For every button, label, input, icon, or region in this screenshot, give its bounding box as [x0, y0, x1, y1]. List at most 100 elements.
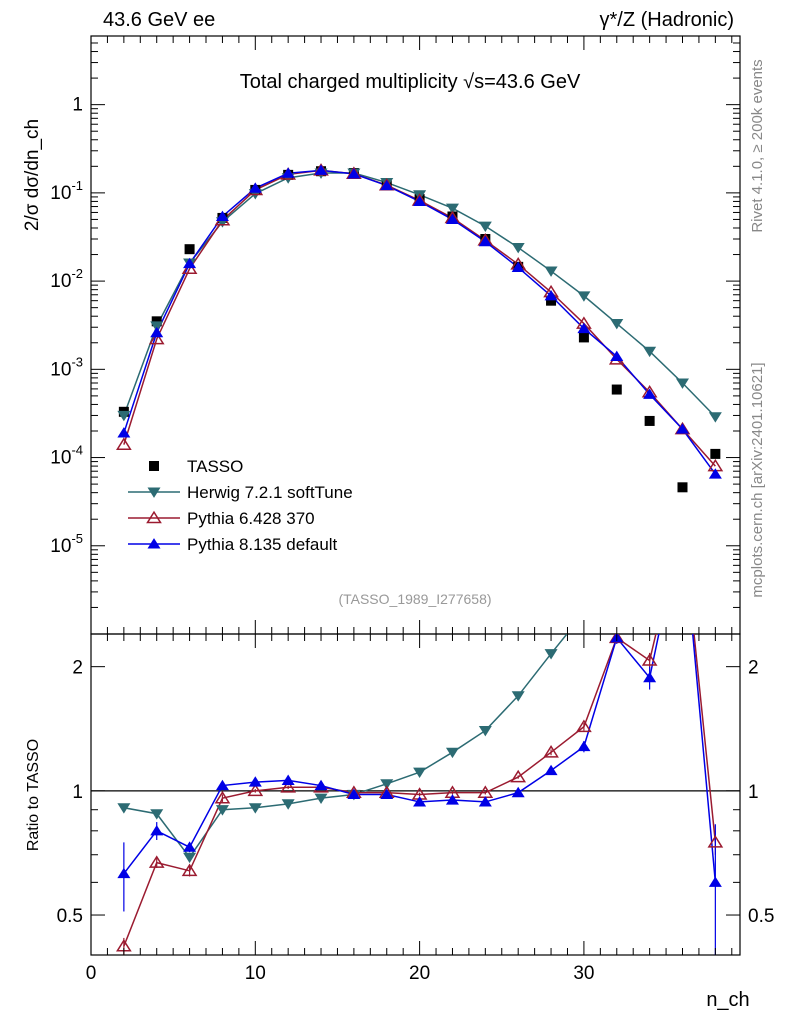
- pythia-6-428-370-ratio-point: [148, 855, 165, 868]
- legend-tasso-label: TASSO: [187, 457, 243, 476]
- ratio-y-tick-label: 0.5: [57, 906, 83, 927]
- pythia-8-135-default-point: [544, 290, 558, 301]
- ratio-y-tick-label: 1: [72, 782, 83, 803]
- pythia-8-135-default-point: [281, 167, 295, 178]
- legend-herwig-7-2-1-softtune-label: Herwig 7.2.1 softTune: [187, 483, 353, 502]
- pythia-8-135-default-ratio-point: [577, 740, 591, 752]
- plot-title: Total charged multiplicity √s=43.6 GeV: [240, 71, 581, 93]
- herwig-7-2-1-softtune-point: [544, 266, 558, 277]
- pythia-8-135-default-point: [248, 182, 262, 193]
- pythia-8-135-default-point: [380, 179, 394, 191]
- pythia-8-135-default-ratio-point: [248, 776, 262, 787]
- herwig-7-2-1-softtune-point: [150, 321, 164, 332]
- tasso-point: [611, 384, 622, 395]
- pythia-6-428-370-ratio-line: [123, 634, 717, 947]
- pythia-6-428-370-point: [116, 437, 132, 450]
- main-y-tick-label: 10-4: [50, 443, 83, 469]
- pythia-8-135-default-ratio-point: [314, 779, 328, 791]
- herwig-7-2-1-softtune-ratio-point: [544, 649, 558, 660]
- main-y-tick-label: 10-5: [50, 531, 83, 557]
- pythia-6-428-370-ratio-point: [214, 790, 231, 804]
- main-y-tick-label: 10-2: [50, 266, 83, 292]
- pythia-6-428-370-ratio-point: [707, 835, 724, 848]
- pythia-6-428-370-ratio-point: [510, 769, 527, 783]
- herwig-7-2-1-softtune-point: [511, 243, 525, 254]
- tasso-point: [184, 244, 195, 255]
- herwig-7-2-1-softtune-point: [478, 221, 492, 232]
- main-y-axis-label: 2/σ dσ/dn_ch: [22, 119, 43, 231]
- herwig-7-2-1-softtune-ratio-point: [380, 779, 394, 790]
- pythia-8-135-default-ratio-point: [150, 824, 164, 836]
- pythia-8-135-default-point: [117, 427, 131, 438]
- x-tick-label: 30: [573, 963, 594, 984]
- pythia-8-135-default-point: [347, 168, 361, 179]
- tasso-point: [578, 332, 589, 343]
- ratio-y-tick-label-right: 0.5: [748, 906, 774, 927]
- herwig-7-2-1-softtune-line: [123, 172, 716, 418]
- axes-frames: [90, 35, 741, 956]
- legend-pythia-8-135-default-label: Pythia 8.135 default: [187, 535, 338, 554]
- herwig-7-2-1-softtune-ratio-point: [511, 691, 525, 702]
- pythia-8-135-default-point: [445, 213, 459, 224]
- herwig-7-2-1-softtune-ratio-point: [117, 803, 131, 814]
- pythia-8-135-default-point: [675, 423, 689, 434]
- herwig-7-2-1-softtune-ratio-point: [314, 793, 328, 805]
- pythia-6-428-370-ratio-point: [247, 783, 264, 797]
- main-y-tick-label: 10-3: [50, 354, 83, 380]
- herwig-7-2-1-softtune-ratio-point: [281, 799, 295, 810]
- pythia-8-135-default-ratio-point: [413, 796, 427, 807]
- pythia-8-135-default-ratio-point: [215, 779, 229, 791]
- pythia-6-428-370-ratio-point: [576, 719, 592, 733]
- herwig-7-2-1-softtune-point: [445, 203, 459, 215]
- herwig-7-2-1-softtune-point: [577, 291, 591, 302]
- legend: TASSO Herwig 7.2.1 softTune Pythia 6.428 3…: [128, 457, 353, 554]
- pythia-8-135-default-ratio-point: [380, 788, 394, 800]
- herwig-7-2-1-softtune-ratio-point: [183, 852, 197, 864]
- x-axis-label: n_ch: [706, 989, 749, 1011]
- herwig-7-2-1-softtune-ratio-point: [150, 809, 164, 820]
- tasso-point: [677, 482, 688, 493]
- herwig-7-2-1-softtune-point: [117, 410, 131, 422]
- ratio-y-tick-label: 2: [72, 658, 83, 679]
- pythia-8-135-default-ratio-point: [445, 794, 459, 805]
- herwig-7-2-1-softtune-ratio-point: [413, 767, 427, 778]
- pythia-8-135-default-ratio-point: [511, 786, 525, 798]
- pythia-8-135-default-line: [123, 169, 716, 475]
- herwig-7-2-1-softtune-point: [708, 412, 722, 423]
- herwig-7-2-1-softtune-ratio-line: [123, 634, 568, 859]
- process-label: γ*/Z (Hadronic): [600, 9, 734, 31]
- pythia-8-135-default-ratio-point: [347, 788, 361, 800]
- pythia-6-428-370-line: [123, 169, 716, 467]
- legend-pythia-8-135-default-marker: [147, 538, 161, 549]
- x-tick-label: 10: [245, 963, 266, 984]
- pythia-8-135-default-point: [511, 261, 525, 272]
- herwig-7-2-1-softtune-point: [675, 378, 689, 389]
- pythia-6-428-370-ratio-point: [641, 653, 658, 666]
- legend-herwig-7-2-1-softtune-marker: [147, 487, 161, 498]
- pythia-8-135-default-point: [150, 326, 164, 338]
- pythia-8-135-default-point: [577, 322, 591, 334]
- rivet-version-label: Rivet 4.1.0, ≥ 200k events: [749, 59, 766, 232]
- ratio-series-group: [116, 516, 724, 955]
- tasso-point: [546, 295, 557, 306]
- pythia-8-135-default-point: [610, 350, 624, 361]
- pythia-6-428-370-ratio-point: [181, 863, 198, 877]
- pythia-8-135-default-ratio-point: [708, 876, 722, 887]
- main-y-tick-label: 10-1: [50, 178, 83, 204]
- pythia-8-135-default-point: [478, 235, 492, 247]
- pythia-8-135-default-ratio-point: [676, 516, 689, 526]
- pythia-8-135-default-point: [643, 388, 657, 399]
- pythia-8-135-default-ratio-point: [643, 671, 657, 683]
- data-series: [116, 163, 724, 955]
- legend-pythia-6-428-370-marker: [146, 510, 162, 524]
- pythia-8-135-default-point: [314, 164, 328, 175]
- ratio-y-tick-label-right: 2: [748, 658, 759, 679]
- herwig-7-2-1-softtune-point: [643, 346, 657, 358]
- legend-pythia-6-428-370-label: Pythia 6.428 370: [187, 509, 315, 528]
- ratio-y-tick-label-right: 1: [748, 782, 759, 803]
- pythia-8-135-default-ratio-point: [117, 867, 131, 879]
- x-tick-label: 0: [86, 963, 97, 984]
- energy-label: 43.6 GeV ee: [103, 9, 215, 31]
- pythia-8-135-default-point: [413, 195, 427, 206]
